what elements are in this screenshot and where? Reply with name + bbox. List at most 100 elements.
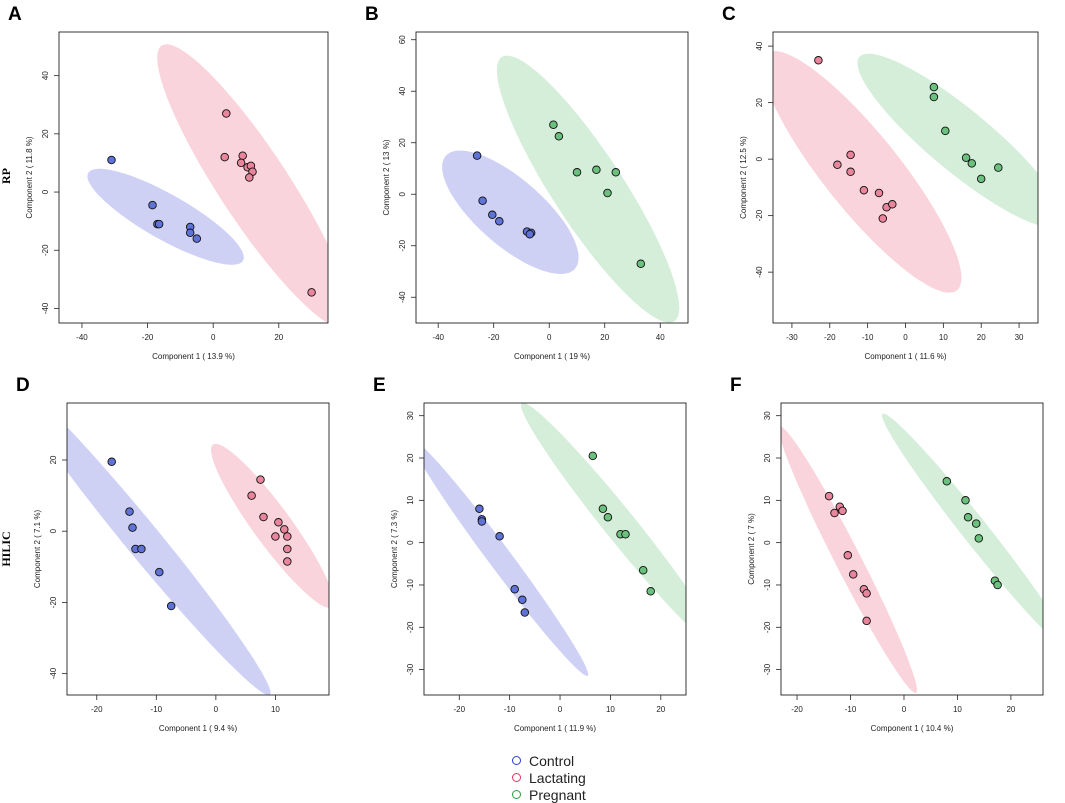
x-axis-label: Component 1 ( 13.9 %) xyxy=(152,352,235,361)
legend-label-lactating: Lactating xyxy=(529,769,586,786)
point-pregnant xyxy=(942,477,952,486)
point-lactating xyxy=(848,570,858,579)
y-axis-label: Component 2 ( 11.8 %) xyxy=(25,136,34,218)
point-pregnant xyxy=(603,188,612,198)
point-pregnant xyxy=(554,132,564,141)
point-lactating xyxy=(220,152,229,162)
point-lactating xyxy=(843,551,853,560)
ellipse-pregnant xyxy=(882,413,1043,630)
x-tick-label: -10 xyxy=(845,705,857,714)
point-lactating xyxy=(280,525,289,534)
y-tick-label: 20 xyxy=(406,453,415,462)
x-tick-label: 20 xyxy=(600,333,609,342)
y-tick-label: 40 xyxy=(398,86,407,95)
y-tick-label: -20 xyxy=(41,244,50,256)
plot-frame xyxy=(780,402,1044,696)
point-control xyxy=(107,155,116,165)
plot-area xyxy=(67,426,329,695)
x-tick-label: -20 xyxy=(824,333,836,342)
y-axis-label: Component 2 ( 7.1 %) xyxy=(33,510,42,589)
y-tick-label: -10 xyxy=(763,579,772,591)
plot-area xyxy=(773,51,1038,293)
point-lactating xyxy=(222,109,231,118)
panel-letter: F xyxy=(730,375,742,396)
point-control xyxy=(154,219,164,229)
x-tick-label: 20 xyxy=(656,705,665,714)
x-tick-label: -20 xyxy=(91,705,103,714)
x-tick-label: 0 xyxy=(211,333,216,342)
point-control xyxy=(478,196,487,205)
y-tick-label: 40 xyxy=(41,71,50,80)
x-axis-label: Component 1 ( 11.6 %) xyxy=(864,352,946,361)
legend-item-control: Control xyxy=(512,752,632,769)
x-tick-label: 0 xyxy=(547,333,552,342)
x-tick-label: 10 xyxy=(606,705,615,714)
point-control xyxy=(185,228,195,238)
y-tick-label: -40 xyxy=(755,266,764,278)
point-pregnant xyxy=(598,504,608,514)
y-tick-label: 20 xyxy=(755,98,764,107)
plot-frame xyxy=(58,31,329,324)
x-tick-label: 10 xyxy=(953,705,962,714)
y-tick-label: 0 xyxy=(763,540,772,545)
lactating-swatch-icon xyxy=(512,773,521,782)
point-pregnant xyxy=(638,565,648,575)
point-lactating xyxy=(283,544,292,554)
x-tick-label: 10 xyxy=(939,333,948,342)
y-tick-label: 0 xyxy=(398,191,407,196)
point-pregnant xyxy=(961,496,970,505)
plot-area xyxy=(424,403,686,676)
y-tick-label: 30 xyxy=(763,411,772,420)
point-pregnant xyxy=(941,126,950,136)
ellipse-control xyxy=(67,426,271,695)
row-label-rp: RP xyxy=(0,168,13,184)
y-axis-label: Component 2 ( 7.3 %) xyxy=(390,510,399,589)
point-control xyxy=(155,567,164,577)
panel-B: -40 -20 0 20 40 -40 -20 0 20 40 60 Component 1 ( 19… xyxy=(365,4,689,361)
x-tick-label: 20 xyxy=(274,333,283,342)
x-tick-label: 30 xyxy=(1015,333,1024,342)
point-pregnant xyxy=(976,174,986,184)
y-axis-label: Component 2 ( 13 %) xyxy=(382,139,391,215)
point-control xyxy=(488,210,497,220)
plot-area xyxy=(442,55,680,323)
x-tick-label: 40 xyxy=(656,333,665,342)
x-tick-label: -30 xyxy=(786,333,798,342)
y-tick-label: 20 xyxy=(398,138,407,147)
legend-item-lactating: Lactating xyxy=(512,769,632,786)
point-pregnant xyxy=(993,580,1002,590)
y-tick-label: 60 xyxy=(398,35,407,44)
panel-A: -40 -20 0 20 -40 -20 0 20 40 Component 1 ( 13.9 %… xyxy=(8,4,329,361)
y-tick-label: -40 xyxy=(49,667,58,679)
panel-letter: E xyxy=(373,375,386,396)
point-lactating xyxy=(862,589,871,598)
x-tick-label: 20 xyxy=(1006,705,1015,714)
y-tick-label: -20 xyxy=(763,621,772,633)
point-control xyxy=(525,229,535,239)
point-control xyxy=(495,217,504,226)
point-pregnant xyxy=(572,168,582,177)
point-pregnant xyxy=(592,165,601,175)
point-pregnant xyxy=(929,92,939,102)
x-tick-label: -40 xyxy=(76,333,88,342)
y-tick-label: -20 xyxy=(398,239,407,251)
point-control xyxy=(166,601,176,611)
y-tick-label: -10 xyxy=(406,579,415,591)
plot-frame xyxy=(415,31,689,324)
x-axis-label: Component 1 ( 19 %) xyxy=(514,352,590,361)
plot-frame xyxy=(66,402,330,696)
point-lactating xyxy=(862,616,871,626)
y-tick-label: 20 xyxy=(49,455,58,464)
y-tick-label: -20 xyxy=(49,596,58,608)
point-lactating xyxy=(838,506,847,516)
panel-F: -20 -10 0 10 20 -30 -20 -10 0 10 20 30 Component 1 (… xyxy=(730,375,1044,733)
ellipse-control xyxy=(424,447,589,676)
legend-item-pregnant: Pregnant xyxy=(512,786,632,803)
point-lactating xyxy=(274,518,283,527)
y-tick-label: 40 xyxy=(755,41,764,50)
x-tick-label: -10 xyxy=(504,705,516,714)
panel-letter: D xyxy=(16,375,30,396)
x-tick-label: -20 xyxy=(488,333,500,342)
point-pregnant xyxy=(929,82,939,92)
point-control xyxy=(107,457,116,467)
